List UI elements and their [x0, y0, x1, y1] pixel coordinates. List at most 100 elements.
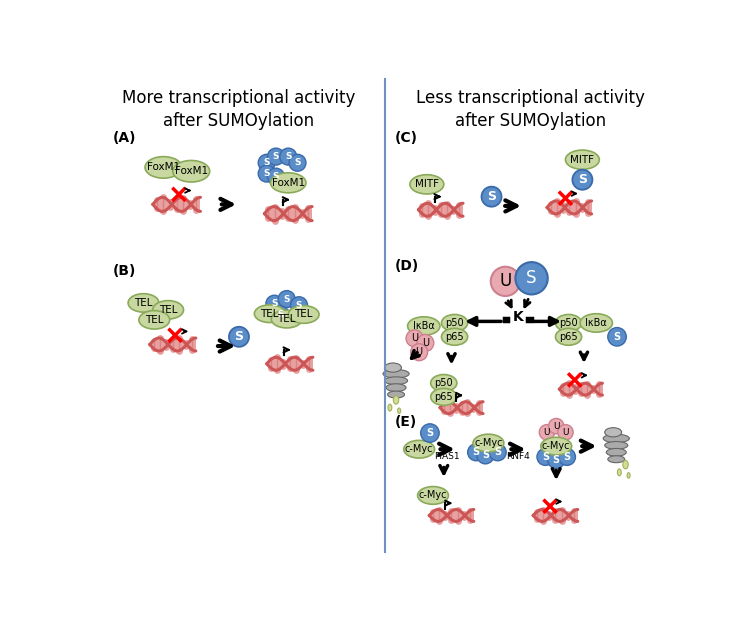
Circle shape	[406, 330, 423, 347]
Text: p65: p65	[445, 332, 464, 342]
Text: IκBα: IκBα	[585, 318, 607, 328]
Text: U: U	[499, 272, 511, 291]
Ellipse shape	[442, 328, 468, 345]
Ellipse shape	[397, 408, 401, 413]
Text: p50: p50	[559, 318, 578, 328]
Text: (D): (D)	[394, 259, 419, 273]
Text: p65: p65	[435, 392, 453, 402]
Circle shape	[537, 449, 554, 466]
Ellipse shape	[605, 428, 622, 437]
Text: S: S	[264, 158, 270, 168]
Text: S: S	[494, 448, 501, 458]
Ellipse shape	[566, 150, 599, 169]
Text: (A): (A)	[113, 131, 136, 145]
Circle shape	[289, 154, 306, 171]
Ellipse shape	[556, 314, 581, 331]
Circle shape	[559, 449, 575, 466]
Circle shape	[280, 148, 297, 165]
Text: U: U	[422, 338, 429, 348]
Circle shape	[490, 267, 520, 296]
Text: U: U	[415, 348, 423, 358]
Ellipse shape	[442, 314, 468, 331]
Circle shape	[477, 447, 494, 464]
Text: S: S	[563, 452, 571, 462]
Text: FoxM1: FoxM1	[175, 166, 208, 176]
Ellipse shape	[627, 472, 630, 478]
Text: U: U	[562, 428, 569, 437]
Circle shape	[539, 424, 555, 440]
Text: IκBα: IκBα	[413, 321, 435, 331]
Ellipse shape	[408, 317, 440, 335]
Text: PIAS1: PIAS1	[434, 452, 460, 461]
Text: p65: p65	[559, 332, 578, 342]
Text: p50: p50	[445, 318, 464, 328]
Text: S: S	[472, 448, 480, 458]
Ellipse shape	[473, 434, 504, 452]
Ellipse shape	[431, 388, 457, 406]
Circle shape	[608, 328, 626, 346]
Circle shape	[267, 148, 285, 165]
Text: S: S	[296, 301, 303, 310]
Circle shape	[258, 154, 275, 171]
Text: More transcriptional activity
after SUMOylation: More transcriptional activity after SUMO…	[122, 89, 356, 131]
Text: c-Myc: c-Myc	[419, 491, 448, 501]
Text: TEL: TEL	[277, 314, 296, 324]
Text: TEL: TEL	[145, 315, 164, 325]
Text: FoxM1: FoxM1	[147, 162, 180, 172]
Text: S: S	[273, 152, 279, 161]
Ellipse shape	[410, 175, 444, 194]
Ellipse shape	[288, 306, 319, 323]
Circle shape	[267, 168, 285, 185]
Circle shape	[468, 444, 484, 461]
Text: U: U	[544, 428, 550, 437]
Circle shape	[272, 306, 289, 323]
Text: MITF: MITF	[415, 179, 439, 189]
Circle shape	[266, 295, 283, 312]
Circle shape	[572, 170, 593, 190]
Text: (E): (E)	[394, 414, 417, 429]
Ellipse shape	[608, 456, 625, 462]
Text: Less transcriptional activity
after SUMOylation: Less transcriptional activity after SUMO…	[416, 89, 645, 131]
Circle shape	[558, 424, 573, 440]
Ellipse shape	[404, 441, 435, 458]
Text: TEL: TEL	[294, 309, 313, 319]
Text: c-Myc: c-Myc	[405, 444, 433, 454]
Text: TEL: TEL	[261, 309, 279, 319]
Text: p50: p50	[435, 378, 453, 388]
Text: S: S	[271, 299, 278, 308]
Ellipse shape	[606, 449, 626, 456]
Circle shape	[489, 444, 506, 461]
Circle shape	[481, 187, 502, 207]
Ellipse shape	[385, 377, 408, 384]
Text: K: K	[512, 310, 523, 324]
Text: (C): (C)	[394, 131, 418, 145]
Text: S: S	[427, 428, 433, 438]
Text: S: S	[285, 152, 291, 161]
Text: S: S	[553, 455, 559, 465]
Text: S: S	[234, 330, 243, 343]
Ellipse shape	[388, 391, 405, 398]
Circle shape	[421, 424, 439, 442]
Ellipse shape	[556, 328, 581, 345]
Text: S: S	[526, 269, 537, 288]
Ellipse shape	[431, 374, 457, 391]
Circle shape	[547, 451, 565, 469]
Text: S: S	[273, 172, 279, 181]
Text: (B): (B)	[113, 264, 136, 278]
Ellipse shape	[580, 314, 612, 332]
Ellipse shape	[152, 301, 183, 319]
Ellipse shape	[271, 310, 302, 328]
Text: RNF4: RNF4	[506, 452, 529, 461]
Circle shape	[278, 291, 295, 308]
Ellipse shape	[603, 434, 629, 442]
Text: S: S	[283, 294, 290, 304]
Circle shape	[258, 165, 275, 182]
Ellipse shape	[623, 461, 628, 469]
Text: U: U	[411, 333, 418, 343]
Ellipse shape	[418, 487, 448, 504]
Ellipse shape	[605, 441, 628, 449]
Text: S: S	[614, 332, 620, 342]
Circle shape	[548, 418, 564, 434]
Text: U: U	[553, 422, 559, 431]
Ellipse shape	[617, 469, 621, 476]
